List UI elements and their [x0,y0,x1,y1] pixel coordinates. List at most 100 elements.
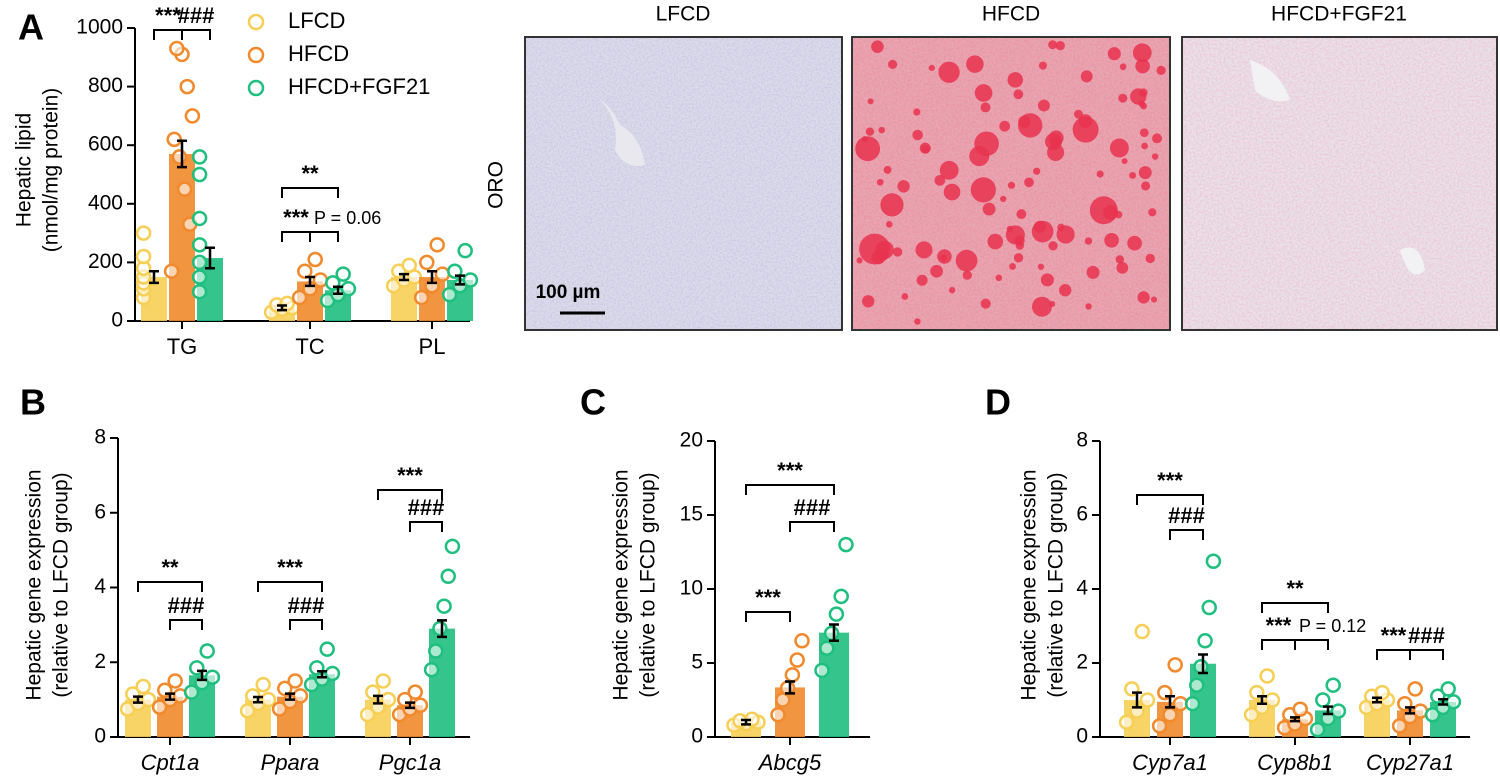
significance-bracket [281,231,311,242]
droplet [871,40,884,53]
droplet [855,136,881,162]
significance-bracket [281,187,339,198]
error-bar [285,692,295,701]
droplet [887,59,898,69]
data-point [151,699,168,715]
data-point [167,673,183,689]
data-point [375,673,391,689]
data-point [1201,599,1217,616]
droplet [1139,128,1149,138]
significance-bracket [789,521,835,532]
significance-bracket [1409,649,1444,660]
data-point [135,678,151,695]
data-point [1292,701,1308,717]
droplet [987,233,1004,250]
data-point [828,606,845,622]
data-point [140,691,157,708]
droplet [862,295,875,308]
lipid-droplets [855,40,1166,325]
y-tick-label: 800 [88,74,123,97]
significance-label: *** [1157,468,1183,493]
droplet [1132,43,1152,63]
y-tick-label: 400 [88,191,123,214]
droplet [867,98,874,105]
droplet [1129,171,1137,179]
droplet [1057,223,1065,232]
data-point [1167,657,1183,673]
data-point [428,643,444,659]
y-tick-label: 0 [1076,725,1088,748]
significance-label: P = 0.12 [1299,616,1366,636]
error-bar [1257,695,1267,705]
significance-label: *** [155,3,181,28]
droplet [1150,296,1158,303]
y-tick-label: 4 [1076,577,1088,600]
chart-panel: C Hepatic gene expression (relative to LFC… [580,382,870,775]
data-point [297,263,313,279]
histology: LFCD HFCD HFCD+FGF21 ORO 100 µm [485,3,1498,331]
droplet [1138,100,1146,108]
image-title: HFCD [982,3,1040,26]
data-point [204,669,221,685]
significance-bracket [257,581,323,592]
droplet [1013,253,1024,263]
significance-bracket [169,619,203,630]
error-bar [437,619,447,639]
significance-label: *** [397,463,423,488]
error-bar [785,680,795,695]
data-point [183,684,200,700]
data-point [401,257,417,274]
chart-panel: D Hepatic gene expression (relative to LFC… [985,382,1470,775]
data-point [169,40,185,57]
data-point [287,673,303,689]
error-bar [455,274,465,286]
droplet [938,61,960,83]
droplet [1038,61,1047,70]
data-point [1184,695,1201,712]
droplet [1145,253,1155,264]
droplet [1080,70,1093,83]
droplet [1037,263,1045,270]
droplet [1103,205,1118,220]
data-point [1424,707,1441,723]
significance-bracket [377,489,443,500]
error-bar [1323,705,1333,716]
droplet [1007,181,1016,189]
droplet [1048,241,1058,251]
droplet [876,178,884,186]
image-title: HFCD+FGF21 [1271,3,1407,26]
vessel [600,100,645,166]
data-point [171,149,188,165]
error-bar [741,718,751,726]
significance-label: *** [277,555,303,580]
droplet [885,221,893,228]
data-point [794,633,810,649]
y-tick-label: 1000 [76,16,123,39]
data-point [1243,707,1260,723]
droplet [875,240,894,260]
droplet [901,293,909,300]
droplet [1000,195,1007,203]
data-point [191,237,208,253]
data-point [191,149,208,165]
image-texture [1183,38,1496,329]
droplet [883,165,892,174]
data-point [1118,714,1135,730]
significance-bracket [1376,649,1411,660]
significance-label: *** [1266,613,1292,638]
data-point [1139,692,1156,708]
data-point [312,272,329,288]
droplet [1152,133,1163,144]
legend-label: LFCD [288,8,345,33]
data-point [184,108,201,124]
significance-label: *** [777,458,803,483]
data-point [429,237,445,253]
y-tick-label: 6 [1076,503,1088,526]
data-point [291,289,308,306]
droplet [1009,263,1016,270]
droplet [892,247,903,257]
data-point [277,680,293,697]
data-point [413,289,430,306]
data-point [412,697,429,713]
droplet [1033,167,1041,175]
